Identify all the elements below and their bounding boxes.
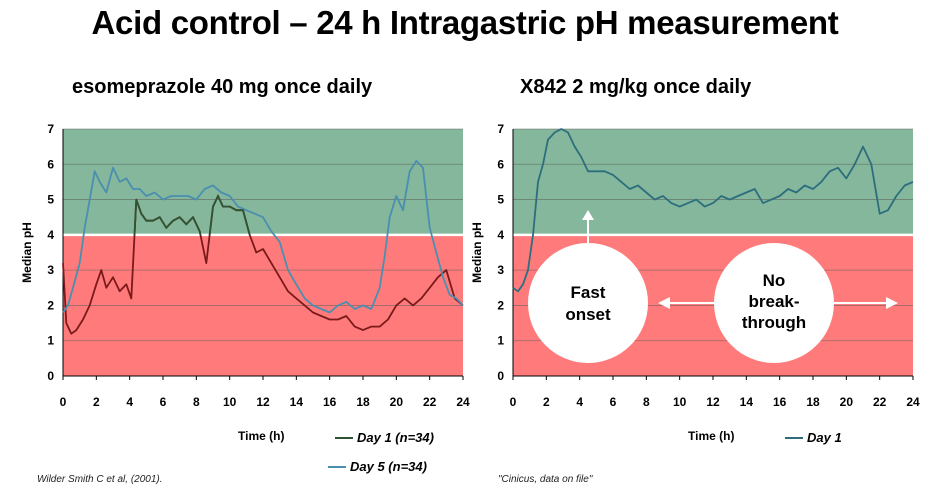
- y-tick-label-0-1: 1: [47, 334, 54, 348]
- x-tick-label-1-10: 10: [673, 395, 687, 409]
- y-axis-label-1: Median pH: [470, 222, 484, 283]
- y-tick-label-1-2: 2: [497, 298, 504, 312]
- legend-day5-label: Day 5 (n=34): [350, 459, 427, 474]
- legend-day1-label: Day 1 (n=34): [357, 430, 434, 445]
- x-tick-label-0-4: 4: [126, 395, 133, 409]
- no-breakthrough-circle: [714, 243, 834, 363]
- citation-right: "Cinicus, data on file": [498, 474, 593, 485]
- no-breakthrough-text-1: break-: [748, 292, 799, 311]
- y-tick-label-1-7: 7: [497, 122, 504, 136]
- x-tick-label-1-14: 14: [740, 395, 754, 409]
- x-tick-label-1-0: 0: [510, 395, 517, 409]
- x-tick-label-1-22: 22: [873, 395, 887, 409]
- y-tick-label-1-3: 3: [497, 263, 504, 277]
- arrowhead-right: [886, 297, 898, 309]
- x-axis-label-0: Time (h): [238, 429, 284, 443]
- y-axis-label-0: Median pH: [20, 222, 34, 283]
- x-tick-label-0-20: 20: [390, 395, 404, 409]
- y-tick-label-1-4: 4: [497, 228, 504, 242]
- x-tick-label-1-24: 24: [906, 395, 920, 409]
- x-tick-label-0-8: 8: [193, 395, 200, 409]
- x-tick-label-0-6: 6: [160, 395, 167, 409]
- x-tick-label-1-16: 16: [773, 395, 787, 409]
- upper-zone-1: [513, 129, 913, 235]
- x-tick-label-1-18: 18: [806, 395, 820, 409]
- x-tick-label-0-12: 12: [256, 395, 270, 409]
- x-tick-label-0-18: 18: [356, 395, 370, 409]
- y-tick-label-1-0: 0: [497, 369, 504, 383]
- series-line-0-0-upper: [133, 193, 251, 235]
- x-tick-label-0-16: 16: [323, 395, 337, 409]
- y-tick-label-0-3: 3: [47, 263, 54, 277]
- x-tick-label-0-0: 0: [60, 395, 67, 409]
- x-tick-label-1-2: 2: [543, 395, 550, 409]
- x-tick-label-1-12: 12: [706, 395, 720, 409]
- y-tick-label-1-6: 6: [497, 157, 504, 171]
- legend-x842-day1-label: Day 1: [807, 430, 842, 445]
- x-tick-label-1-6: 6: [610, 395, 617, 409]
- x-tick-label-0-22: 22: [423, 395, 437, 409]
- x-tick-label-0-14: 14: [290, 395, 304, 409]
- series-line-1-0: [512, 128, 914, 293]
- fast-onset-circle: [528, 243, 648, 363]
- no-breakthrough-text-2: through: [742, 313, 806, 332]
- y-tick-label-1-1: 1: [497, 334, 504, 348]
- y-tick-label-0-2: 2: [47, 298, 54, 312]
- no-breakthrough-text-0: No: [763, 271, 786, 290]
- x-tick-label-0-2: 2: [93, 395, 100, 409]
- series-line-0-1: [62, 159, 464, 314]
- upper-zone-0: [63, 129, 463, 235]
- y-tick-label-0-0: 0: [47, 369, 54, 383]
- fast-onset-text-0: Fast: [571, 283, 606, 302]
- x-axis-label-1: Time (h): [688, 429, 734, 443]
- x-tick-label-1-8: 8: [643, 395, 650, 409]
- y-tick-label-0-4: 4: [47, 228, 54, 242]
- citation-left: Wilder Smith C et al, (2001).: [37, 474, 163, 485]
- left-chart-title: esomeprazole 40 mg once daily: [72, 76, 373, 98]
- page-title: Acid control – 24 h Intragastric pH meas…: [91, 4, 839, 41]
- y-tick-label-0-6: 6: [47, 157, 54, 171]
- x-tick-label-1-4: 4: [576, 395, 583, 409]
- x-tick-label-0-24: 24: [456, 395, 470, 409]
- fast-onset-arrowhead: [582, 210, 594, 220]
- x-tick-label-1-20: 20: [840, 395, 854, 409]
- fast-onset-text-1: onset: [565, 305, 611, 324]
- y-tick-label-0-7: 7: [47, 122, 54, 136]
- right-chart-title: X842 2 mg/kg once daily: [520, 76, 752, 98]
- x-tick-label-0-10: 10: [223, 395, 237, 409]
- y-tick-label-1-5: 5: [497, 193, 504, 207]
- arrowhead-left: [658, 297, 670, 309]
- y-tick-label-0-5: 5: [47, 193, 54, 207]
